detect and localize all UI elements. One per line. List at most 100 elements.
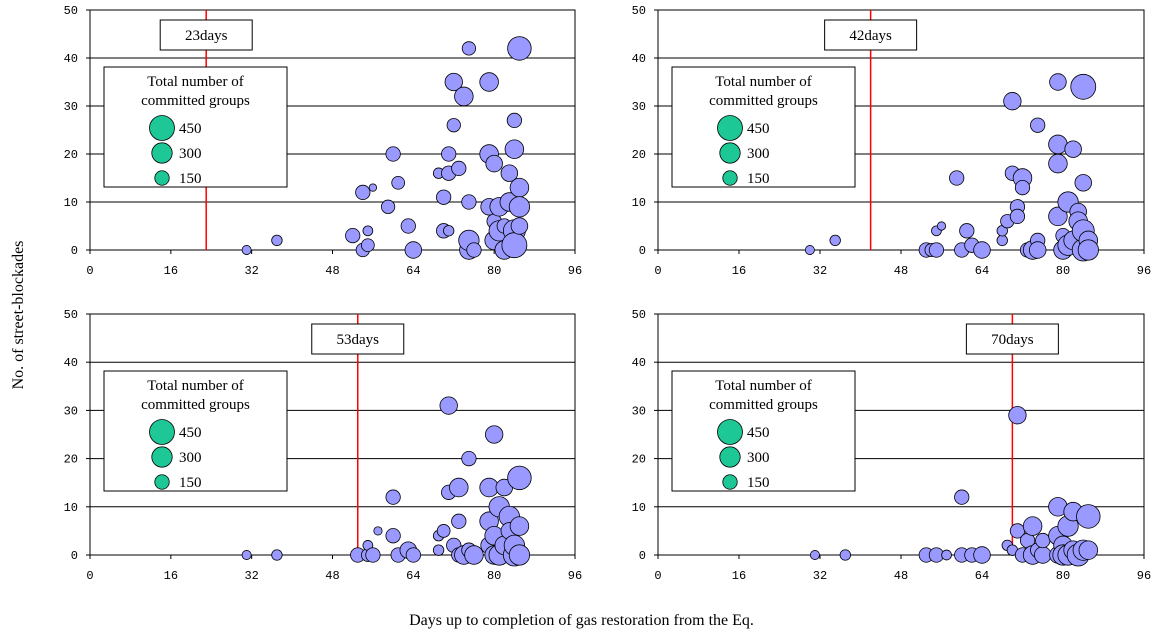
x-tick-label: 64	[975, 569, 989, 583]
x-tick-label: 0	[86, 569, 93, 583]
y-tick-label: 0	[71, 549, 78, 563]
bubble-point	[804, 245, 815, 255]
x-tick-label: 48	[894, 569, 908, 583]
legend-size-label: 150	[179, 171, 202, 187]
legend-size-marker	[717, 419, 743, 445]
day-label-text: 42days	[849, 28, 892, 44]
y-tick-label: 10	[64, 501, 78, 515]
bubble-point	[1009, 208, 1026, 225]
bubble-point	[507, 465, 532, 491]
legend-size-marker	[151, 446, 173, 468]
bubble-point	[444, 72, 463, 92]
x-tick-label: 16	[164, 569, 178, 583]
bubble-point	[464, 545, 484, 565]
bubble-point	[461, 194, 477, 210]
y-axis-label-text: No. of street-blockades	[10, 240, 27, 390]
x-tick-label: 96	[568, 569, 582, 583]
legend-size-label: 450	[179, 121, 202, 137]
bubble-point	[454, 86, 474, 107]
bubble-point	[485, 425, 504, 444]
bubble-point	[443, 225, 455, 237]
legend-title-line2: committed groups	[709, 93, 818, 109]
y-tick-label: 50	[64, 308, 78, 322]
x-tick-label: 32	[244, 264, 258, 278]
bubble-point	[385, 489, 401, 505]
bubble-point	[1022, 516, 1043, 536]
y-tick-label: 0	[639, 244, 646, 258]
legend-size-label: 150	[179, 475, 202, 491]
bubble-point	[1049, 73, 1067, 91]
x-tick-label: 0	[654, 569, 661, 583]
x-tick-label: 0	[86, 264, 93, 278]
legend-size-label: 450	[747, 425, 770, 441]
bubble-point	[941, 549, 952, 561]
bubble-point	[1078, 540, 1099, 560]
bubble-point	[954, 489, 970, 505]
y-tick-label: 0	[71, 244, 78, 258]
day-label-text: 70days	[991, 332, 1034, 348]
bubble-point	[241, 245, 252, 255]
y-tick-label: 50	[632, 308, 646, 322]
bubble-point	[506, 112, 522, 129]
bubble-point	[936, 221, 947, 231]
day-label-box	[824, 19, 918, 51]
bubble-point	[373, 526, 383, 536]
legend-title-line2: committed groups	[141, 397, 250, 413]
legend-size-label: 300	[747, 146, 770, 162]
legend-size-marker	[719, 446, 741, 468]
legend-title-line2: committed groups	[141, 93, 250, 109]
x-tick-label: 16	[164, 264, 178, 278]
bubble-point	[449, 477, 469, 498]
x-tick-label: 80	[487, 569, 501, 583]
x-tick-label: 32	[813, 264, 827, 278]
bubble-point	[1030, 117, 1046, 133]
day-label-box	[965, 323, 1059, 355]
x-axis-label: Days up to completion of gas restoration…	[409, 612, 754, 629]
y-axis-label: No. of street-blockades	[4, 241, 34, 390]
legend-title-line1: Total number of	[715, 378, 811, 394]
bubble-point	[432, 544, 445, 556]
bubble-point	[928, 242, 945, 258]
x-tick-label: 64	[406, 569, 420, 583]
bubble-point	[436, 189, 452, 205]
bubble-point	[439, 396, 458, 415]
x-tick-label: 96	[568, 264, 582, 278]
chart-panel-top-left: 0 10 20 30 40 50 0 16 32 48 64 80 96 23days Total numb…	[64, 4, 583, 278]
bubble-point	[479, 72, 499, 92]
bubble-point	[1048, 134, 1068, 155]
bubble-point	[362, 225, 374, 237]
bubble-point	[1003, 92, 1022, 111]
y-tick-label: 50	[64, 4, 78, 18]
chart-panel-bottom-left: 0 10 20 30 40 50 0 16 32 48 64 80 96 53days Total numb…	[64, 308, 583, 583]
bubble-point	[466, 242, 482, 258]
legend-size-label: 450	[179, 425, 202, 441]
bubble-point	[1070, 73, 1097, 100]
bubble-point	[380, 199, 396, 214]
x-tick-label: 32	[244, 569, 258, 583]
bubble-point	[1048, 153, 1068, 174]
bubble-point	[485, 154, 503, 173]
x-tick-label: 16	[732, 264, 746, 278]
chart-panel-bottom-right: 0 10 20 30 40 50 0 16 32 48 64 80 96 70days Total numb…	[632, 308, 1152, 583]
y-tick-label: 50	[632, 4, 646, 18]
bubble-point	[959, 223, 975, 239]
legend-size-label: 300	[179, 450, 202, 466]
legend-size-label: 150	[747, 171, 770, 187]
y-tick-label: 10	[64, 196, 78, 210]
chart-panel-top-right: 0 10 20 30 40 50 0 16 32 48 64 80 96 42days Total numb…	[632, 4, 1152, 278]
bubble-point	[1008, 406, 1027, 425]
y-tick-label: 0	[639, 549, 646, 563]
bubble-point	[500, 164, 519, 182]
bubble-point	[509, 177, 530, 198]
x-tick-label: 64	[406, 264, 420, 278]
x-tick-label: 80	[487, 264, 501, 278]
legend-box	[103, 370, 288, 492]
x-tick-label: 64	[975, 264, 989, 278]
bubble-point	[405, 547, 421, 563]
bubble-point	[404, 241, 423, 259]
bubble-point	[385, 146, 401, 162]
y-tick-label: 40	[632, 356, 646, 370]
bubble-point	[271, 234, 283, 247]
bubble-point	[446, 118, 461, 133]
day-label-text: 23days	[185, 28, 228, 44]
